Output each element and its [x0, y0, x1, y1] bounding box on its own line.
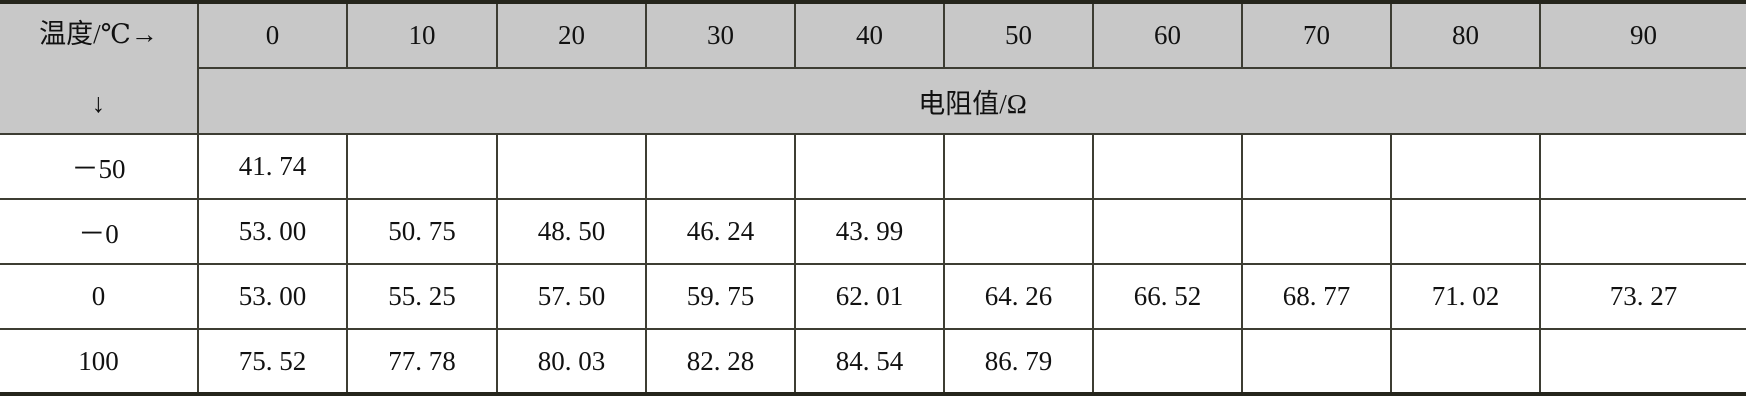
corner-header: 温度/℃→ ↓: [0, 0, 199, 135]
table-cell: 57. 50: [496, 263, 647, 330]
column-header: 10: [346, 0, 498, 69]
table-cell: [645, 133, 796, 200]
table-cell: 71. 02: [1390, 263, 1541, 330]
column-header: 0: [197, 0, 348, 69]
table-cell: [1092, 198, 1243, 265]
table-cell: [1092, 133, 1243, 200]
table-row: 0 53. 00 55. 25 57. 50 59. 75 62. 01 64. 26 66.…: [0, 263, 1746, 330]
column-header: 90: [1539, 0, 1746, 69]
table-cell: [1390, 198, 1541, 265]
table-row: 100 75. 52 77. 78 80. 03 82. 28 84. 54 86. 79: [0, 328, 1746, 396]
temperature-axis-label: 温度/℃→: [39, 19, 158, 49]
table-row: －0 53. 00 50. 75 48. 50 46. 24 43. 99: [0, 198, 1746, 265]
table-cell: 82. 28: [645, 328, 796, 396]
row-label: －0: [0, 198, 199, 265]
column-header: 70: [1241, 0, 1392, 69]
table-cell: [1241, 133, 1392, 200]
table-cell: [1241, 198, 1392, 265]
table-cell: [1241, 328, 1392, 396]
unit-header: 电阻值/Ω: [198, 67, 1746, 135]
column-header: 60: [1092, 0, 1243, 69]
table-cell: 50. 75: [346, 198, 498, 265]
table-cell: 66. 52: [1092, 263, 1243, 330]
table-cell: 68. 77: [1241, 263, 1392, 330]
column-header: 30: [645, 0, 796, 69]
table-cell: 80. 03: [496, 328, 647, 396]
table-cell: 43. 99: [794, 198, 945, 265]
row-label: 100: [0, 328, 199, 396]
table-row: －50 41. 74: [0, 133, 1746, 200]
table-cell: 48. 50: [496, 198, 647, 265]
table-cell: [1390, 328, 1541, 396]
table-cell: 64. 26: [943, 263, 1094, 330]
table-cell: 41. 74: [197, 133, 348, 200]
table-cell: [1539, 198, 1746, 265]
table-cell: 53. 00: [197, 198, 348, 265]
table-cell: 86. 79: [943, 328, 1094, 396]
arrow-down-icon: ↓: [91, 88, 106, 118]
column-header: 20: [496, 0, 647, 69]
row-label: －50: [0, 133, 199, 200]
table-cell: [943, 133, 1094, 200]
table-cell: 55. 25: [346, 263, 498, 330]
column-header: 80: [1390, 0, 1541, 69]
column-header: 40: [794, 0, 945, 69]
table-cell: 46. 24: [645, 198, 796, 265]
table-cell: [1539, 328, 1746, 396]
table-cell: 84. 54: [794, 328, 945, 396]
table-cell: 59. 75: [645, 263, 796, 330]
column-header: 50: [943, 0, 1094, 69]
table-cell: [496, 133, 647, 200]
table-cell: [1092, 328, 1243, 396]
table-cell: [1539, 133, 1746, 200]
table-cell: 77. 78: [346, 328, 498, 396]
table-cell: 75. 52: [197, 328, 348, 396]
table-cell: [1390, 133, 1541, 200]
table-cell: [943, 198, 1094, 265]
row-label: 0: [0, 263, 199, 330]
table-cell: 73. 27: [1539, 263, 1746, 330]
table-cell: 53. 00: [197, 263, 348, 330]
table-cell: [794, 133, 945, 200]
table-cell: [346, 133, 498, 200]
table-cell: 62. 01: [794, 263, 945, 330]
